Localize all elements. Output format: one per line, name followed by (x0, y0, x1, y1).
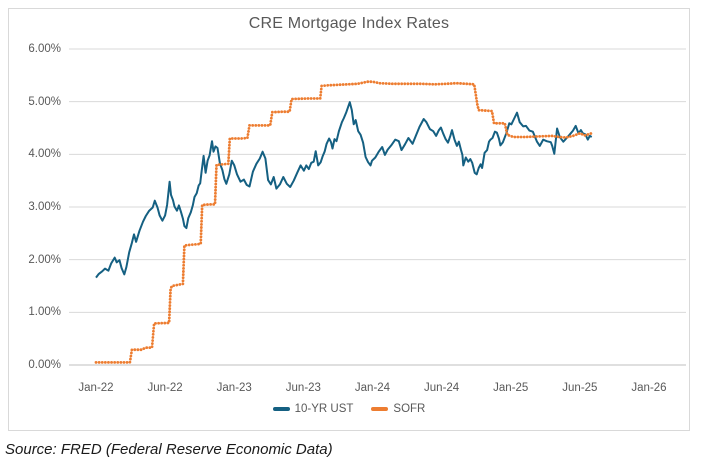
x-axis-tick-label: Jan-23 (216, 382, 252, 394)
series-line-sofr (94, 80, 594, 364)
y-axis-tick-label: 2.00% (28, 253, 61, 266)
legend-swatch-10-yr-ust-icon (272, 407, 290, 411)
legend-label-sofr: SOFR (393, 403, 426, 415)
series-lines (94, 80, 594, 364)
y-axis-tick-label: 0.00% (28, 359, 61, 371)
legend-label-10-yr-ust: 10-YR UST (294, 403, 354, 415)
gridlines (69, 48, 686, 366)
x-axis-tick-label: Jun-22 (147, 382, 183, 394)
x-axis-tick-label: Jan-22 (78, 382, 114, 394)
legend: 10-YR UST SOFR (9, 403, 689, 415)
y-axis-tick-label: 5.00% (28, 95, 61, 108)
series-line-10-yr-ust (95, 101, 593, 279)
chart-title: CRE Mortgage Index Rates (248, 15, 450, 32)
y-axis-tick-label: 1.00% (28, 306, 61, 319)
plot-area (69, 48, 686, 366)
source-note: Source: FRED (Federal Reserve Economic D… (5, 441, 333, 458)
x-axis-tick-label: Jun-24 (424, 382, 460, 394)
legend-item-10-yr-ust: 10-YR UST (272, 403, 354, 415)
legend-item-sofr: SOFR (371, 403, 425, 415)
x-axis-tick-label: Jan-26 (631, 382, 667, 394)
y-axis-tick-label: 6.00% (28, 43, 61, 55)
x-axis-tick-label: Jan-25 (493, 382, 529, 394)
x-axis-tick-label: Jan-24 (354, 382, 391, 394)
x-axis-tick-label: Jun-23 (285, 382, 321, 394)
x-axis-tick-label: Jun-25 (562, 382, 598, 394)
y-axis-tick-label: 4.00% (28, 148, 61, 161)
legend-swatch-sofr-icon (371, 407, 389, 411)
chart-container: CRE Mortgage Index Rates 0.00% 1.00% 2.00%… (8, 8, 690, 431)
y-axis-tick-label: 3.00% (28, 201, 61, 213)
